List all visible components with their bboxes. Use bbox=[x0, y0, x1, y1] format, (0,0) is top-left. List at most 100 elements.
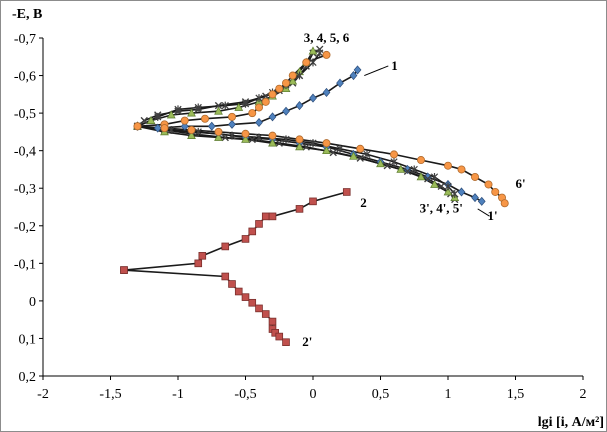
data-point-2 bbox=[221, 242, 230, 251]
data-point-6-prime bbox=[491, 187, 500, 196]
data-point-1 bbox=[153, 123, 162, 133]
data-point-3-prime bbox=[275, 139, 283, 147]
y-tick-label: 0,1 bbox=[19, 332, 37, 347]
data-point-1-prime bbox=[471, 193, 479, 203]
y-axis-title: -E, В bbox=[12, 7, 42, 22]
data-point-4-prime bbox=[349, 151, 358, 160]
data-point-6 bbox=[200, 114, 209, 123]
x-tick-label: 1,5 bbox=[507, 387, 525, 402]
data-point-5-prime bbox=[410, 165, 418, 174]
data-point-4-prime bbox=[430, 179, 439, 188]
y-tick-label: -0,7 bbox=[14, 32, 36, 47]
data-point-4-prime bbox=[376, 159, 385, 168]
y-tick-label: -0,6 bbox=[14, 70, 36, 85]
data-point-5 bbox=[255, 94, 263, 103]
data-point-4-prime bbox=[241, 134, 250, 143]
data-point-1 bbox=[207, 121, 216, 131]
data-point-6-prime bbox=[295, 135, 304, 144]
data-point-2-prime bbox=[234, 287, 243, 296]
data-point-2-prime bbox=[255, 304, 263, 313]
data-point-3-prime bbox=[424, 175, 432, 183]
data-point-4-prime bbox=[416, 172, 426, 181]
data-point-1 bbox=[180, 121, 189, 131]
data-point-4 bbox=[288, 76, 298, 85]
data-point-1 bbox=[268, 112, 277, 122]
data-point-6-prime bbox=[133, 122, 142, 131]
data-point-2 bbox=[194, 259, 203, 268]
data-point-4 bbox=[214, 106, 223, 115]
data-point-5-prime bbox=[444, 182, 452, 191]
data-point-6 bbox=[275, 84, 284, 93]
data-point-5 bbox=[316, 49, 324, 58]
data-point-6-prime bbox=[214, 127, 223, 136]
data-point-5-prime bbox=[194, 127, 202, 136]
curve-label-leader bbox=[364, 65, 389, 77]
data-point-1-prime bbox=[457, 187, 466, 197]
curve-label: 6' bbox=[516, 176, 526, 191]
data-point-5 bbox=[194, 103, 202, 112]
data-point-2-prime bbox=[221, 272, 230, 281]
data-point-4 bbox=[166, 110, 176, 119]
axes: -0,7 -0,6 -0,5 -0,4 -0,3 -0,2 -0,1 0 0,1 0,2-2 -1,… bbox=[14, 32, 587, 402]
data-point-6-prime bbox=[356, 144, 365, 153]
data-point-5-prime bbox=[167, 126, 175, 135]
data-point-1 bbox=[295, 101, 304, 111]
data-point-6-prime bbox=[500, 199, 509, 208]
data-point-1 bbox=[322, 87, 331, 97]
data-point-2 bbox=[241, 235, 250, 243]
curve-label-leader bbox=[477, 208, 490, 217]
data-point-1 bbox=[282, 106, 290, 116]
data-point-2-prime bbox=[268, 317, 277, 326]
y-tick-label: 0,2 bbox=[19, 370, 37, 385]
data-point-6-prime bbox=[187, 126, 196, 135]
data-point-4 bbox=[187, 108, 196, 117]
data-point-5 bbox=[241, 99, 250, 108]
data-point-5 bbox=[174, 105, 182, 114]
data-point-1 bbox=[228, 119, 236, 129]
data-point-5 bbox=[295, 71, 304, 80]
data-point-2-prime bbox=[120, 266, 128, 274]
data-point-5 bbox=[154, 112, 162, 121]
curve-label: 1' bbox=[487, 208, 497, 223]
curve-label: 2 bbox=[360, 195, 367, 210]
data-point-6-prime bbox=[322, 139, 331, 148]
data-point-3-prime bbox=[403, 167, 412, 176]
data-point-4 bbox=[308, 46, 318, 55]
data-point-5 bbox=[221, 101, 229, 110]
data-point-4-prime bbox=[214, 132, 223, 141]
data-point-5-prime bbox=[451, 189, 459, 198]
data-point-2 bbox=[309, 197, 317, 206]
data-point-4 bbox=[234, 102, 244, 111]
series-layer bbox=[123, 48, 506, 343]
data-point-3-prime bbox=[221, 133, 229, 142]
data-point-4-prime bbox=[396, 164, 406, 173]
label-layer: 3, 4, 5, 6 1 6' 3', 4', 5' 1' 2 2' bbox=[302, 30, 525, 349]
x-tick-label: 2 bbox=[580, 387, 587, 402]
data-point-2-prime bbox=[261, 310, 270, 318]
data-point-2 bbox=[342, 188, 351, 196]
data-point-3-prime bbox=[437, 182, 445, 191]
data-point-2-prime bbox=[228, 280, 236, 288]
x-tick-label: -2 bbox=[37, 387, 49, 402]
data-point-5-prime bbox=[282, 135, 290, 144]
data-point-5-prime bbox=[336, 144, 344, 153]
data-point-1 bbox=[255, 117, 263, 128]
data-point-6 bbox=[288, 71, 297, 80]
curve-label: 1 bbox=[391, 58, 398, 73]
data-point-3-prime bbox=[329, 148, 337, 157]
data-point-2-prime bbox=[282, 338, 290, 346]
data-point-2 bbox=[255, 220, 263, 228]
data-point-3-prime bbox=[248, 135, 256, 144]
data-point-4-prime bbox=[443, 187, 453, 196]
curve-label: 3, 4, 5, 6 bbox=[304, 30, 350, 45]
x-tick-label: -1,5 bbox=[99, 387, 121, 402]
series-line-4-prime bbox=[137, 125, 456, 199]
y-tick-label: -0,2 bbox=[14, 220, 36, 235]
x-tick-label: 0,5 bbox=[372, 387, 390, 402]
data-point-6-prime bbox=[389, 150, 398, 159]
data-point-5-prime bbox=[255, 133, 263, 142]
data-point-3-prime bbox=[356, 154, 364, 162]
data-point-6 bbox=[281, 79, 290, 88]
data-point-2-prime bbox=[241, 293, 250, 301]
